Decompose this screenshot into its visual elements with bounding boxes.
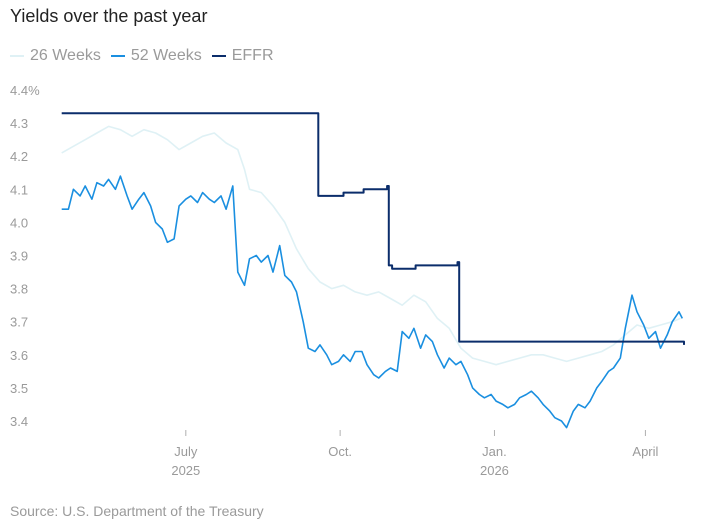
y-tick-label: 4.1: [10, 182, 28, 197]
x-tick-sublabel: 2026: [480, 463, 509, 478]
x-tick-sublabel: 2025: [171, 463, 200, 478]
legend-swatch-26-weeks: [10, 55, 24, 57]
y-tick-label: 3.7: [10, 315, 28, 330]
series-line-52-weeks: [61, 175, 684, 429]
y-tick-label: 3.6: [10, 348, 28, 363]
series-layer: [61, 112, 685, 429]
y-tick-label: 4.0: [10, 215, 28, 230]
x-axis: July 2025 Oct. Jan. 2026 April: [171, 430, 659, 478]
y-tick-label: 4.3: [10, 116, 28, 131]
chart-source: Source: U.S. Department of the Treasury: [10, 503, 264, 519]
legend-label-26-weeks: 26 Weeks: [30, 47, 101, 64]
y-tick-label: 4.2: [10, 149, 28, 164]
x-tick-label: July: [174, 444, 198, 459]
legend-item-52-weeks: 52 Weeks: [110, 47, 202, 65]
x-tick-label: April: [632, 444, 658, 459]
legend-item-effr: EFFR: [211, 47, 274, 65]
legend-label-52-weeks: 52 Weeks: [130, 47, 202, 64]
y-tick-label: 3.4: [10, 414, 28, 429]
legend-swatch-52-weeks: [110, 55, 125, 57]
x-tick-label: Oct.: [328, 444, 352, 459]
y-tick-label: 3.9: [10, 249, 28, 264]
legend-swatch-effr: [211, 55, 226, 57]
x-tick-label: Jan.: [482, 444, 507, 459]
y-tick-label: 4.4%: [10, 83, 40, 98]
legend-label-effr: EFFR: [231, 47, 274, 64]
chart-title: Yields over the past year: [10, 6, 208, 26]
chart-legend: 26 Weeks 52 Weeks EFFR: [10, 47, 284, 65]
series-line-effr: [61, 112, 685, 345]
y-axis: 4.4% 4.3 4.2 4.1 4.0 3.9 3.8 3.7 3.6 3.5 3.4: [10, 83, 40, 429]
y-tick-label: 3.8: [10, 282, 28, 297]
series-line-26-weeks: [61, 125, 681, 366]
legend-item-26-weeks: 26 Weeks: [10, 47, 101, 65]
y-tick-label: 3.5: [10, 381, 28, 396]
